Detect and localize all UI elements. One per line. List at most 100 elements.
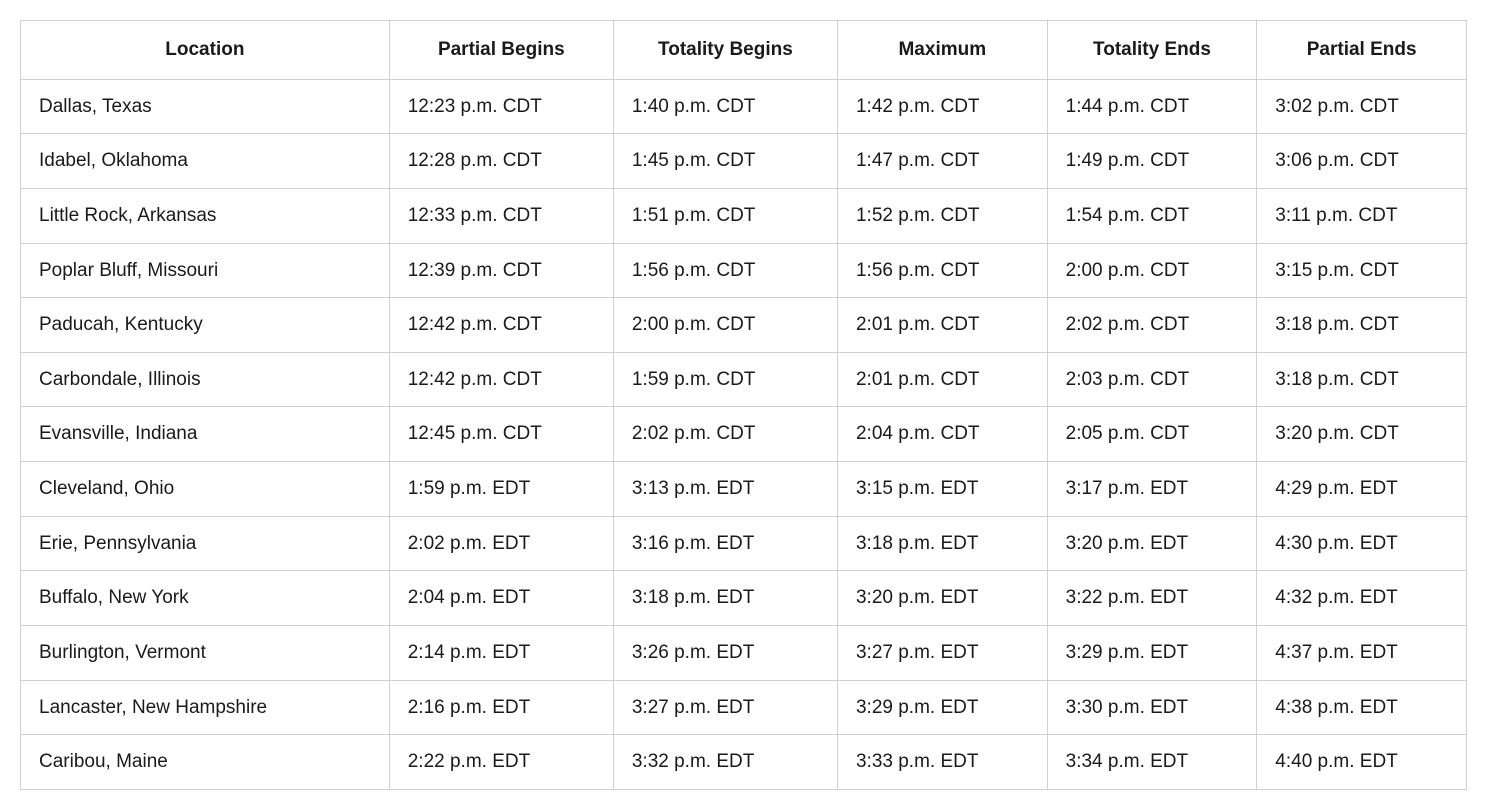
cell-maximum: 2:04 p.m. CDT xyxy=(837,407,1047,462)
table-row: Cleveland, Ohio1:59 p.m. EDT3:13 p.m. ED… xyxy=(21,462,1467,517)
cell-partial-begins: 1:59 p.m. EDT xyxy=(389,462,613,517)
cell-totality-ends: 1:54 p.m. CDT xyxy=(1047,188,1257,243)
cell-totality-begins: 1:51 p.m. CDT xyxy=(613,188,837,243)
cell-totality-ends: 1:44 p.m. CDT xyxy=(1047,79,1257,134)
cell-location: Erie, Pennsylvania xyxy=(21,516,390,571)
cell-partial-begins: 12:42 p.m. CDT xyxy=(389,352,613,407)
table-body: Dallas, Texas12:23 p.m. CDT1:40 p.m. CDT… xyxy=(21,79,1467,789)
col-header-maximum: Maximum xyxy=(837,21,1047,80)
cell-partial-begins: 2:14 p.m. EDT xyxy=(389,626,613,681)
cell-totality-begins: 3:16 p.m. EDT xyxy=(613,516,837,571)
cell-partial-begins: 12:45 p.m. CDT xyxy=(389,407,613,462)
cell-totality-ends: 3:30 p.m. EDT xyxy=(1047,680,1257,735)
cell-location: Carbondale, Illinois xyxy=(21,352,390,407)
cell-totality-ends: 2:03 p.m. CDT xyxy=(1047,352,1257,407)
cell-location: Paducah, Kentucky xyxy=(21,298,390,353)
cell-location: Poplar Bluff, Missouri xyxy=(21,243,390,298)
table-row: Buffalo, New York2:04 p.m. EDT3:18 p.m. … xyxy=(21,571,1467,626)
cell-totality-begins: 2:02 p.m. CDT xyxy=(613,407,837,462)
table-header-row: Location Partial Begins Totality Begins … xyxy=(21,21,1467,80)
cell-location: Dallas, Texas xyxy=(21,79,390,134)
eclipse-times-table: Location Partial Begins Totality Begins … xyxy=(20,20,1467,790)
table-row: Erie, Pennsylvania2:02 p.m. EDT3:16 p.m.… xyxy=(21,516,1467,571)
cell-maximum: 3:15 p.m. EDT xyxy=(837,462,1047,517)
cell-partial-ends: 3:02 p.m. CDT xyxy=(1257,79,1467,134)
cell-partial-ends: 3:06 p.m. CDT xyxy=(1257,134,1467,189)
cell-location: Burlington, Vermont xyxy=(21,626,390,681)
cell-partial-begins: 2:16 p.m. EDT xyxy=(389,680,613,735)
table-row: Burlington, Vermont2:14 p.m. EDT3:26 p.m… xyxy=(21,626,1467,681)
cell-totality-ends: 2:05 p.m. CDT xyxy=(1047,407,1257,462)
cell-maximum: 2:01 p.m. CDT xyxy=(837,298,1047,353)
cell-totality-begins: 1:45 p.m. CDT xyxy=(613,134,837,189)
table-row: Caribou, Maine2:22 p.m. EDT3:32 p.m. EDT… xyxy=(21,735,1467,790)
col-header-totality-ends: Totality Ends xyxy=(1047,21,1257,80)
cell-totality-begins: 3:26 p.m. EDT xyxy=(613,626,837,681)
cell-partial-ends: 3:20 p.m. CDT xyxy=(1257,407,1467,462)
cell-totality-begins: 3:13 p.m. EDT xyxy=(613,462,837,517)
cell-totality-begins: 1:40 p.m. CDT xyxy=(613,79,837,134)
cell-maximum: 3:29 p.m. EDT xyxy=(837,680,1047,735)
col-header-location: Location xyxy=(21,21,390,80)
cell-totality-begins: 3:27 p.m. EDT xyxy=(613,680,837,735)
cell-partial-ends: 4:38 p.m. EDT xyxy=(1257,680,1467,735)
cell-totality-ends: 3:29 p.m. EDT xyxy=(1047,626,1257,681)
cell-totality-ends: 1:49 p.m. CDT xyxy=(1047,134,1257,189)
cell-totality-ends: 2:02 p.m. CDT xyxy=(1047,298,1257,353)
cell-partial-begins: 12:39 p.m. CDT xyxy=(389,243,613,298)
cell-partial-ends: 3:15 p.m. CDT xyxy=(1257,243,1467,298)
cell-totality-begins: 3:32 p.m. EDT xyxy=(613,735,837,790)
table-row: Idabel, Oklahoma12:28 p.m. CDT1:45 p.m. … xyxy=(21,134,1467,189)
col-header-partial-ends: Partial Ends xyxy=(1257,21,1467,80)
cell-location: Buffalo, New York xyxy=(21,571,390,626)
cell-totality-ends: 3:17 p.m. EDT xyxy=(1047,462,1257,517)
cell-maximum: 1:47 p.m. CDT xyxy=(837,134,1047,189)
cell-maximum: 3:18 p.m. EDT xyxy=(837,516,1047,571)
cell-totality-ends: 3:34 p.m. EDT xyxy=(1047,735,1257,790)
cell-partial-ends: 3:11 p.m. CDT xyxy=(1257,188,1467,243)
cell-location: Little Rock, Arkansas xyxy=(21,188,390,243)
cell-totality-begins: 3:18 p.m. EDT xyxy=(613,571,837,626)
cell-maximum: 3:27 p.m. EDT xyxy=(837,626,1047,681)
cell-partial-begins: 2:22 p.m. EDT xyxy=(389,735,613,790)
cell-partial-begins: 12:42 p.m. CDT xyxy=(389,298,613,353)
table-row: Dallas, Texas12:23 p.m. CDT1:40 p.m. CDT… xyxy=(21,79,1467,134)
table-row: Paducah, Kentucky12:42 p.m. CDT2:00 p.m.… xyxy=(21,298,1467,353)
cell-maximum: 3:33 p.m. EDT xyxy=(837,735,1047,790)
cell-partial-begins: 12:28 p.m. CDT xyxy=(389,134,613,189)
cell-maximum: 1:42 p.m. CDT xyxy=(837,79,1047,134)
cell-partial-begins: 2:02 p.m. EDT xyxy=(389,516,613,571)
cell-maximum: 3:20 p.m. EDT xyxy=(837,571,1047,626)
cell-partial-ends: 4:40 p.m. EDT xyxy=(1257,735,1467,790)
table-row: Carbondale, Illinois12:42 p.m. CDT1:59 p… xyxy=(21,352,1467,407)
cell-maximum: 2:01 p.m. CDT xyxy=(837,352,1047,407)
cell-partial-ends: 4:29 p.m. EDT xyxy=(1257,462,1467,517)
cell-location: Evansville, Indiana xyxy=(21,407,390,462)
cell-partial-ends: 4:30 p.m. EDT xyxy=(1257,516,1467,571)
cell-partial-begins: 2:04 p.m. EDT xyxy=(389,571,613,626)
cell-totality-ends: 3:22 p.m. EDT xyxy=(1047,571,1257,626)
cell-maximum: 1:52 p.m. CDT xyxy=(837,188,1047,243)
cell-location: Caribou, Maine xyxy=(21,735,390,790)
cell-maximum: 1:56 p.m. CDT xyxy=(837,243,1047,298)
cell-totality-ends: 2:00 p.m. CDT xyxy=(1047,243,1257,298)
cell-totality-begins: 2:00 p.m. CDT xyxy=(613,298,837,353)
cell-location: Idabel, Oklahoma xyxy=(21,134,390,189)
table-row: Lancaster, New Hampshire2:16 p.m. EDT3:2… xyxy=(21,680,1467,735)
col-header-partial-begins: Partial Begins xyxy=(389,21,613,80)
cell-partial-begins: 12:33 p.m. CDT xyxy=(389,188,613,243)
table-row: Poplar Bluff, Missouri12:39 p.m. CDT1:56… xyxy=(21,243,1467,298)
table-row: Evansville, Indiana12:45 p.m. CDT2:02 p.… xyxy=(21,407,1467,462)
cell-totality-begins: 1:59 p.m. CDT xyxy=(613,352,837,407)
table-row: Little Rock, Arkansas12:33 p.m. CDT1:51 … xyxy=(21,188,1467,243)
cell-totality-ends: 3:20 p.m. EDT xyxy=(1047,516,1257,571)
cell-partial-begins: 12:23 p.m. CDT xyxy=(389,79,613,134)
cell-totality-begins: 1:56 p.m. CDT xyxy=(613,243,837,298)
col-header-totality-begins: Totality Begins xyxy=(613,21,837,80)
cell-partial-ends: 3:18 p.m. CDT xyxy=(1257,298,1467,353)
cell-partial-ends: 4:32 p.m. EDT xyxy=(1257,571,1467,626)
cell-location: Cleveland, Ohio xyxy=(21,462,390,517)
cell-location: Lancaster, New Hampshire xyxy=(21,680,390,735)
cell-partial-ends: 3:18 p.m. CDT xyxy=(1257,352,1467,407)
cell-partial-ends: 4:37 p.m. EDT xyxy=(1257,626,1467,681)
